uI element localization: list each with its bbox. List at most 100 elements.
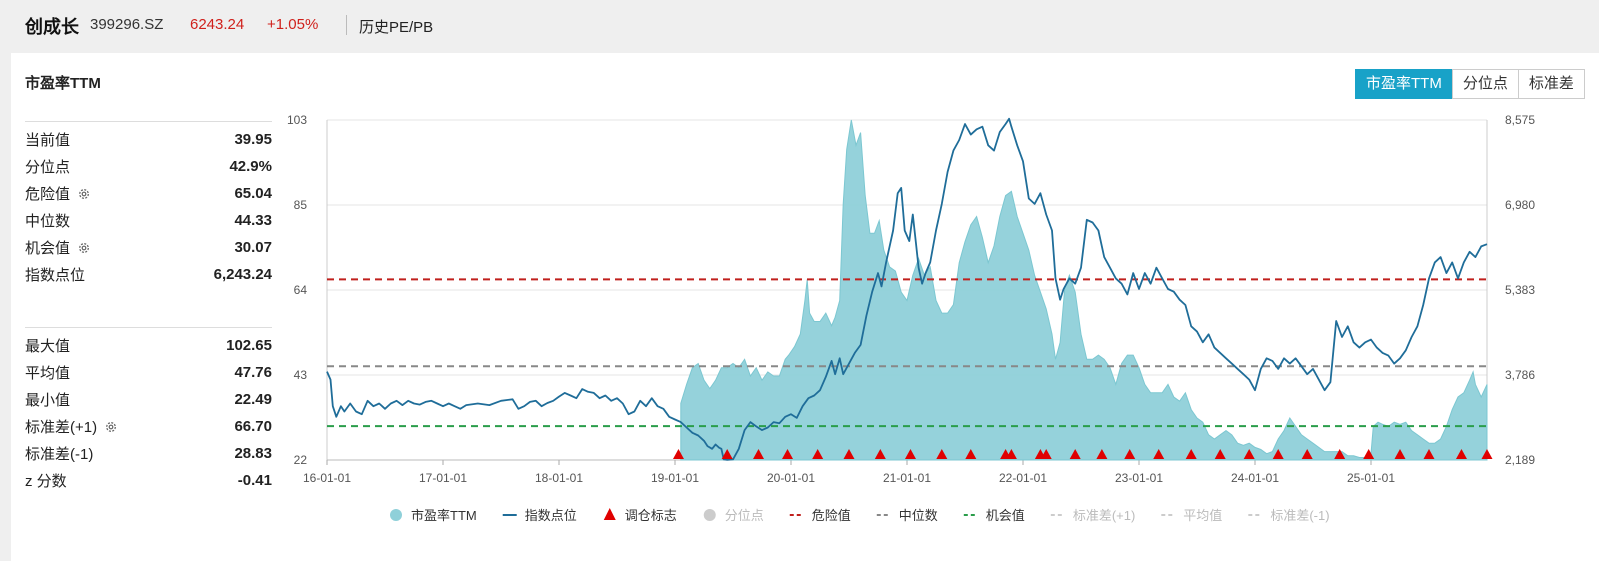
rebalance-marker — [1040, 449, 1052, 459]
rebalance-marker — [672, 449, 684, 459]
stat-label: 当前值 — [25, 129, 70, 150]
rebalance-marker — [1243, 449, 1255, 459]
legend-item[interactable]: 标准差(-1) — [1248, 508, 1330, 523]
y-left-tick-label: 22 — [294, 453, 308, 467]
legend-item[interactable]: 分位点 — [703, 508, 764, 523]
stat-current-row: 分位点 42.9% — [25, 153, 272, 180]
stat-label-text: 当前值 — [25, 132, 71, 149]
x-tick-label: 23-01-01 — [1115, 471, 1163, 485]
rebalance-marker — [1272, 449, 1284, 459]
header-divider — [346, 15, 347, 35]
stat-label-text: 标准差(+1) — [25, 419, 98, 436]
history-pe-pb-link[interactable]: 历史PE/PB — [359, 19, 434, 36]
y-right-tick-label: 6,980 — [1505, 198, 1535, 212]
index-name: 创成长 — [25, 17, 79, 37]
stat-label-text: 最大值 — [25, 338, 71, 355]
stat-current-row: 中位数 44.33 — [25, 207, 272, 234]
index-level-line — [326, 117, 1488, 461]
legend-item[interactable]: 调仓标志 — [603, 508, 677, 523]
rebalance-marker — [782, 449, 794, 459]
legend-symbol — [703, 509, 716, 521]
stat-label-text: 危险值 — [25, 186, 71, 203]
legend-item[interactable]: 危险值 — [789, 508, 851, 523]
legend-item[interactable]: 标准差(+1) — [1050, 508, 1135, 523]
x-tick-label: 18-01-01 — [535, 471, 583, 485]
stat-label-text: 平均值 — [25, 365, 71, 382]
rebalance-marker — [1363, 449, 1375, 459]
stat-value: 39.95 — [234, 131, 272, 148]
legend-label: 分位点 — [725, 508, 764, 523]
stats-current: 当前值 39.95 分位点 42.9% 危险值 65.04 中位数 44.33 机会值 30.07… — [25, 121, 272, 288]
rebalance-marker — [1096, 449, 1108, 459]
metric-tabs: 市盈率TTM 分位点 标准差 — [1355, 69, 1585, 99]
y-right-tick-label: 2,189 — [1505, 453, 1535, 467]
tab-std-dev[interactable]: 标准差 — [1517, 69, 1585, 99]
rebalance-marker — [1005, 449, 1017, 459]
stat-value: 44.33 — [234, 212, 272, 229]
legend-item[interactable]: 指数点位 — [502, 508, 577, 523]
settings-gear-icon[interactable] — [104, 420, 118, 434]
rebalance-marker — [874, 449, 886, 459]
stat-label: 标准差(+1) — [25, 416, 118, 437]
stat-label-text: 最小值 — [25, 392, 71, 409]
stat-label: 最小值 — [25, 389, 70, 410]
rebalance-marker — [1334, 449, 1346, 459]
y-left-tick-label: 43 — [294, 368, 308, 382]
stat-current-row: 机会值 30.07 — [25, 234, 272, 261]
stat-label: 平均值 — [25, 362, 70, 383]
legend-label: 标准差(+1) — [1073, 508, 1135, 523]
stat-summary-row: 标准差(-1) 28.83 — [25, 440, 272, 467]
stat-value: -0.41 — [237, 472, 272, 489]
legend-symbol — [390, 509, 402, 521]
rebalance-marker — [1394, 449, 1406, 459]
legend-symbol — [603, 508, 616, 520]
stat-value: 47.76 — [234, 364, 272, 381]
stat-current-row: 指数点位 6,243.24 — [25, 261, 272, 288]
stat-value: 30.07 — [234, 239, 272, 256]
rebalance-marker — [1481, 449, 1493, 459]
stat-label-text: 标准差(-1) — [25, 446, 94, 463]
stat-summary-row: 平均值 47.76 — [25, 359, 272, 386]
rebalance-marker — [721, 449, 733, 459]
rebalance-marker — [1185, 449, 1197, 459]
legend-label: 调仓标志 — [625, 508, 677, 523]
stat-label-text: z 分数 — [25, 473, 67, 490]
stat-label: 中位数 — [25, 210, 70, 231]
y-right-tick-label: 3,786 — [1505, 368, 1535, 382]
x-tick-label: 24-01-01 — [1231, 471, 1279, 485]
stat-value: 65.04 — [234, 185, 272, 202]
y-left-tick-label: 64 — [294, 283, 308, 297]
stat-current-row: 危险值 65.04 — [25, 180, 272, 207]
stat-value: 42.9% — [229, 158, 272, 175]
legend-item[interactable]: 平均值 — [1161, 508, 1222, 523]
legend-item[interactable]: 机会值 — [963, 508, 1025, 523]
rebalance-marker — [812, 449, 824, 459]
stat-summary-row: 最大值 102.65 — [25, 332, 272, 359]
rebalance-marker — [1153, 449, 1165, 459]
stat-label-text: 中位数 — [25, 213, 71, 230]
legend-label: 机会值 — [986, 508, 1025, 523]
rebalance-marker — [904, 449, 916, 459]
index-code: 399296.SZ — [90, 16, 164, 33]
rebalance-marker — [1301, 449, 1313, 459]
x-tick-label: 25-01-01 — [1347, 471, 1395, 485]
rebalance-marker — [1455, 449, 1467, 459]
stat-value: 6,243.24 — [213, 266, 272, 283]
settings-gear-icon[interactable] — [77, 187, 91, 201]
stat-label-text: 分位点 — [25, 159, 71, 176]
legend-item[interactable]: 市盈率TTM — [390, 508, 477, 523]
stat-current-row: 当前值 39.95 — [25, 126, 272, 153]
rebalance-marker — [1124, 449, 1136, 459]
x-tick-label: 20-01-01 — [767, 471, 815, 485]
x-tick-label: 19-01-01 — [651, 471, 699, 485]
stat-label: z 分数 — [25, 470, 67, 491]
stat-summary-row: 最小值 22.49 — [25, 386, 272, 413]
rebalance-marker — [936, 449, 948, 459]
settings-gear-icon[interactable] — [77, 241, 91, 255]
legend-item[interactable]: 中位数 — [876, 508, 938, 523]
stat-summary-row: z 分数 -0.41 — [25, 467, 272, 494]
legend-label: 标准差(-1) — [1270, 508, 1329, 523]
y-right-tick-label: 8,575 — [1505, 113, 1535, 127]
x-tick-label: 16-01-01 — [303, 471, 351, 485]
stats-summary: 最大值 102.65 平均值 47.76 最小值 22.49 标准差(+1) 66.70 标准差… — [25, 327, 272, 494]
